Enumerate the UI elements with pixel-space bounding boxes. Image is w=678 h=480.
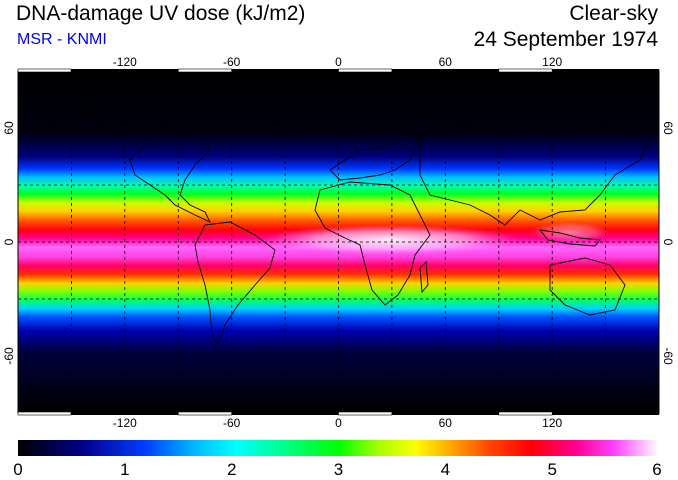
lat-label-right: 60 — [661, 121, 675, 135]
colorbar-tick-label: 1 — [120, 460, 129, 479]
lat-label-left: 0 — [2, 238, 16, 245]
lon-label-bottom: 120 — [542, 416, 562, 430]
colorbar-tick-label: 5 — [547, 460, 556, 479]
lon-label-bottom: -120 — [113, 416, 137, 430]
colorbar — [18, 440, 659, 456]
lon-label-top: -60 — [223, 55, 241, 69]
lat-label-right: -60 — [661, 347, 675, 365]
colorbar-tick-label: 6 — [652, 460, 661, 479]
colorbar-tick-label: 2 — [227, 460, 236, 479]
sky-condition: Clear-sky — [569, 2, 658, 25]
lon-label-bottom: 60 — [439, 416, 453, 430]
lon-label-top: 120 — [542, 55, 562, 69]
colorbar-tick-label: 4 — [441, 460, 450, 479]
lat-label-right: 0 — [661, 239, 675, 246]
map-source: MSR - KNMI — [17, 31, 107, 48]
lon-label-top: -120 — [113, 55, 137, 69]
gridlines — [18, 71, 659, 413]
lon-label-top: 60 — [439, 55, 453, 69]
map-date: 24 September 1974 — [473, 28, 658, 51]
lon-label-bottom: -60 — [223, 416, 241, 430]
colorbar-tick-label: 3 — [334, 460, 343, 479]
lon-label-bottom: 0 — [335, 416, 342, 430]
colorbar-tick-label: 0 — [13, 460, 22, 479]
lon-label-top: 0 — [335, 55, 342, 69]
map-title: DNA-damage UV dose (kJ/m2) — [16, 2, 306, 25]
lat-label-left: -60 — [2, 347, 16, 365]
lat-label-left: 60 — [2, 121, 16, 135]
